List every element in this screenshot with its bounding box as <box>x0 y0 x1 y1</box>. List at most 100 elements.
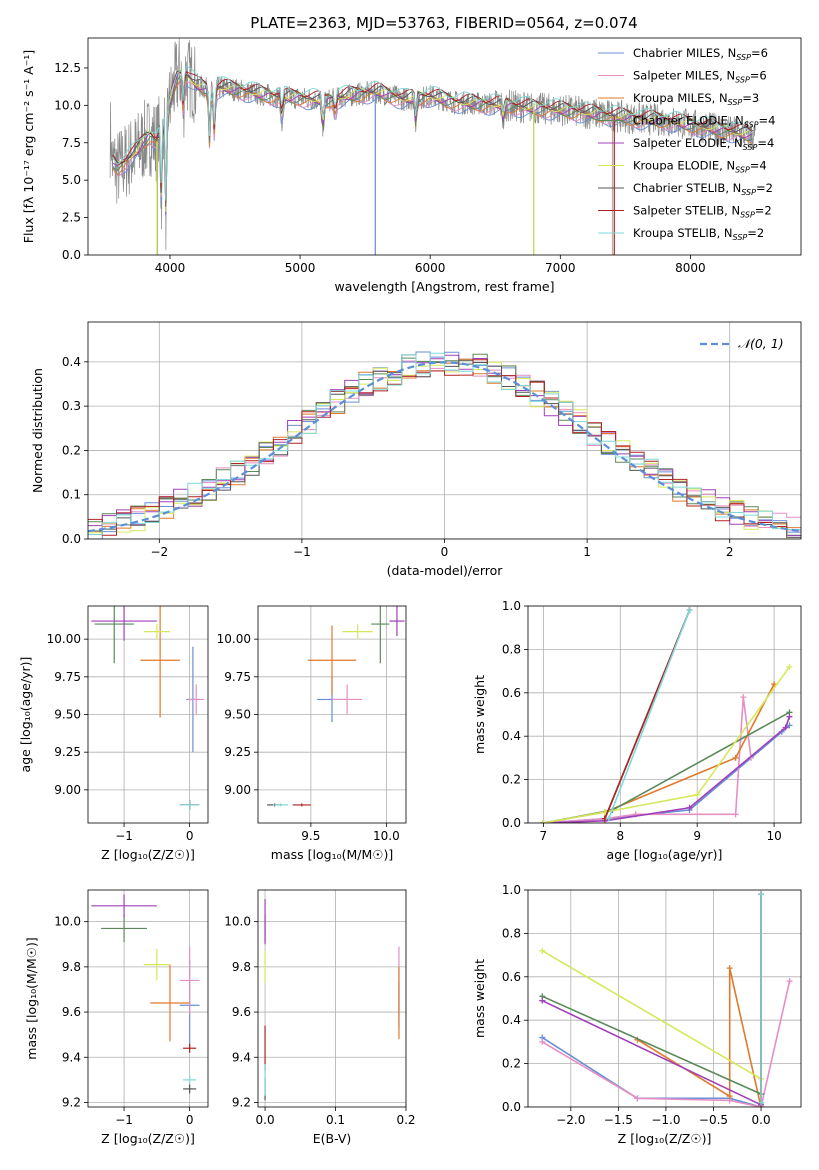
legend-entry: Chabrier MILES, NSSP=6 <box>633 46 768 62</box>
point-kroupa-miles <box>150 964 190 1042</box>
series-chabrier-elodie <box>541 995 762 1095</box>
point-marker <box>539 1038 546 1045</box>
x-axis-label: age [log₁₀(age/yr)] <box>607 847 723 862</box>
spectrum-model-chabrier-miles <box>112 81 754 217</box>
point-marker <box>786 663 793 670</box>
point-salpeter-miles <box>332 684 363 715</box>
legend-count: =4 <box>750 159 767 173</box>
panel-mass-vs-EBV: 0.0 0.1 0.2 9.2 9.4 9.6 9.8 10.0 <box>224 889 416 1127</box>
x-tick-label: −1 <box>293 545 311 559</box>
point-marker <box>694 791 701 798</box>
legend-count: =6 <box>751 46 768 60</box>
y-tick-label: 9.25 <box>224 745 251 759</box>
y-tick-label: 9.50 <box>54 708 81 722</box>
plot-area <box>109 38 756 255</box>
series-kroupa-elodie <box>543 666 791 823</box>
legend-subscript: SSP <box>735 166 750 175</box>
x-tick-label: −1.0 <box>651 1113 680 1127</box>
x-tick-label: 2 <box>726 545 734 559</box>
y-tick-label: 9.4 <box>62 1050 81 1064</box>
x-axis-label: Z [log₁₀(Z/Z☉)] <box>101 1131 195 1146</box>
x-tick-label: 1 <box>583 545 591 559</box>
plot-area <box>88 890 208 1107</box>
y-tick-label: 9.8 <box>232 960 251 974</box>
point-marker <box>786 713 793 720</box>
y-tick-label: 9.00 <box>54 783 81 797</box>
y-tick-label: 0.3 <box>62 399 81 413</box>
point-kroupa-stelib <box>183 1075 197 1085</box>
figure-title: PLATE=2363, MJD=53763, FIBERID=0564, z=0… <box>250 14 637 32</box>
y-tick-label: 9.75 <box>224 670 251 684</box>
spectrum-model-salpeter-miles <box>112 81 754 213</box>
x-tick-label: −1 <box>115 829 133 843</box>
axes-frame <box>527 605 802 824</box>
legend-subscript: SSP <box>733 233 748 242</box>
y-axis-label: mass weight <box>472 959 487 1038</box>
plot-area <box>88 322 801 539</box>
x-tick-label: 0 <box>186 829 194 843</box>
series-chabrier-miles <box>543 724 791 823</box>
y-tick-label: 0.2 <box>502 1057 521 1071</box>
legend-entry: Kroupa ELODIE, NSSP=4 <box>633 159 767 175</box>
x-axis-label: Z [log₁₀(Z/Z☉)] <box>618 1131 712 1146</box>
axes-frame <box>87 889 209 1108</box>
y-tick-label: 9.2 <box>62 1095 81 1109</box>
y-tick-label: 0.8 <box>502 642 521 656</box>
y-tick-label: 10.0 <box>54 98 81 112</box>
legend-subscript: SSP <box>741 188 756 197</box>
x-tick-label: 0.2 <box>396 1113 415 1127</box>
plot-area <box>528 606 801 823</box>
y-tick-label: 0.1 <box>62 488 81 502</box>
y-axis-label: mass [log₁₀(M/M☉)] <box>24 937 39 1059</box>
x-tick-label: 0 <box>186 1113 194 1127</box>
point-chabrier-stelib <box>183 1084 197 1094</box>
legend-entry: Chabrier ELODIE, NSSP=4 <box>633 114 775 130</box>
point-salpeter-miles <box>179 946 200 1015</box>
y-tick-label: 0.6 <box>502 686 521 700</box>
point-kroupa-elodie <box>143 948 170 981</box>
series-salpeter-miles <box>543 696 752 823</box>
series-chabrier-elodie <box>543 711 790 823</box>
plot-area <box>258 890 406 1107</box>
point-salpeter-stelib <box>292 803 311 807</box>
point-marker <box>786 978 793 985</box>
x-tick-label: 7000 <box>545 261 576 275</box>
y-tick-label: 9.6 <box>232 1005 251 1019</box>
y-tick-label: 10.0 <box>54 915 81 929</box>
y-tick-label: 0.2 <box>502 773 521 787</box>
point-marker <box>732 754 739 761</box>
x-tick-label: 10.0 <box>373 829 400 843</box>
y-tick-label: 1.0 <box>502 599 521 613</box>
y-tick-label: 9.2 <box>232 1095 251 1109</box>
legend-entry: Salpeter STELIB, NSSP=2 <box>633 204 772 220</box>
x-tick-label: 10 <box>766 829 781 843</box>
x-tick-label: −0.5 <box>699 1113 728 1127</box>
legend-subscript: SSP <box>736 53 751 62</box>
point-kroupa-stelib <box>179 800 200 810</box>
spectrum-model-salpeter-stelib <box>112 71 754 203</box>
y-tick-label: 7.5 <box>62 136 81 150</box>
legend-count: =2 <box>755 204 772 218</box>
y-tick-label: 10.0 <box>224 915 251 929</box>
legend-entry: Kroupa STELIB, NSSP=2 <box>633 226 764 242</box>
x-tick-label: 7 <box>540 829 548 843</box>
legend-entry: Salpeter ELODIE, NSSP=4 <box>633 136 774 152</box>
axes-frame <box>87 605 209 824</box>
point-marker <box>686 804 693 811</box>
series-kroupa-stelib <box>607 610 691 819</box>
y-tick-label: 10.00 <box>217 632 251 646</box>
y-tick-label: 9.75 <box>54 670 81 684</box>
spectrum-model-kroupa-elodie <box>112 68 754 212</box>
point-marker <box>634 1095 641 1102</box>
legend-entry: Chabrier STELIB, NSSP=2 <box>633 181 773 197</box>
x-tick-label: −1 <box>115 1113 133 1127</box>
legend-count: =2 <box>747 226 764 240</box>
x-tick-label: 8000 <box>675 261 706 275</box>
y-tick-label: 0.4 <box>62 355 81 369</box>
plot-area <box>258 606 406 823</box>
y-axis-label: Flux [fλ 10⁻¹⁷ erg cm⁻² s⁻¹ A⁻¹] <box>21 50 36 243</box>
y-tick-label: 9.8 <box>62 960 81 974</box>
plot-area <box>88 606 208 823</box>
axes-frame <box>87 321 802 540</box>
x-tick-label: 4000 <box>155 261 186 275</box>
